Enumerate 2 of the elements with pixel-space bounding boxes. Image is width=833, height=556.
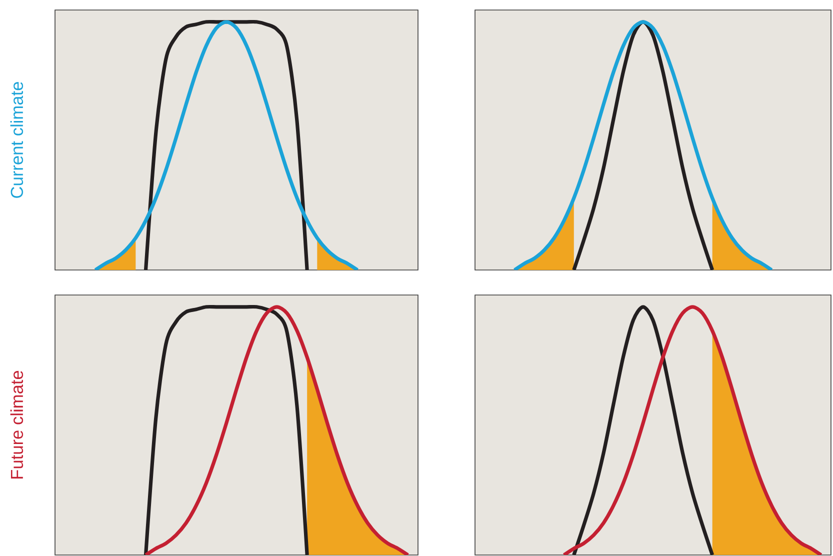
y-axis-title: Current climate: [10, 82, 24, 198]
y-axis-title: Future climate: [10, 370, 24, 478]
